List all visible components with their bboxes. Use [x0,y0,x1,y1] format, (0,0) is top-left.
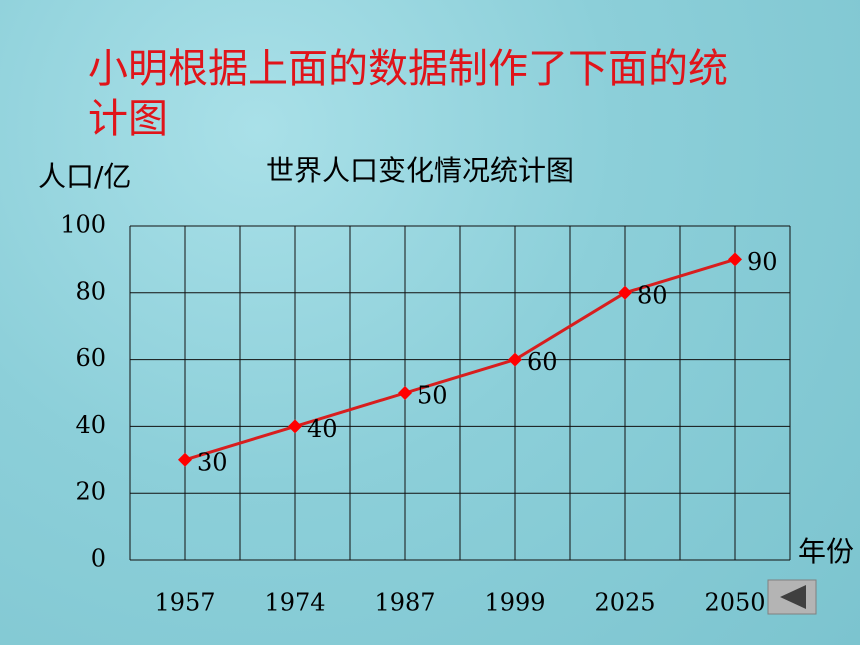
x-tick-label: 1999 [484,589,545,617]
data-label: 30 [197,448,228,476]
y-tick-label: 60 [75,344,106,372]
data-point [398,386,412,400]
back-button-box[interactable] [767,579,817,615]
data-label: 40 [307,415,338,443]
heading: 小明根据上面的数据制作了下面的统计图 [88,46,728,142]
data-label: 50 [417,382,448,410]
x-tick-label: 1974 [264,589,325,617]
x-tick-label: 1987 [374,589,435,617]
data-point [288,419,302,434]
data-point [508,352,522,367]
data-label: 60 [527,348,558,376]
x-tick-label: 2025 [594,589,655,617]
y-tick-label: 20 [75,478,106,506]
data-point [728,252,742,267]
data-label: 80 [637,281,668,309]
data-line [184,257,736,462]
data-label: 90 [747,248,778,276]
y-axis-label: 人口/亿 [38,160,131,193]
y-tick-label: 80 [75,277,106,305]
x-axis-label: 年份 [798,535,854,568]
x-tick-label: 2050 [704,589,765,617]
data-point [618,285,632,300]
back-arrow[interactable] [780,585,806,609]
x-tick-label: 1957 [154,589,215,617]
data-point [178,452,192,467]
y-tick-label: 100 [60,211,106,239]
y-tick-label: 40 [75,411,106,439]
chart-title: 世界人口变化情况统计图 [266,154,574,187]
back-button[interactable] [767,579,817,615]
y-tick-label: 0 [91,545,106,573]
